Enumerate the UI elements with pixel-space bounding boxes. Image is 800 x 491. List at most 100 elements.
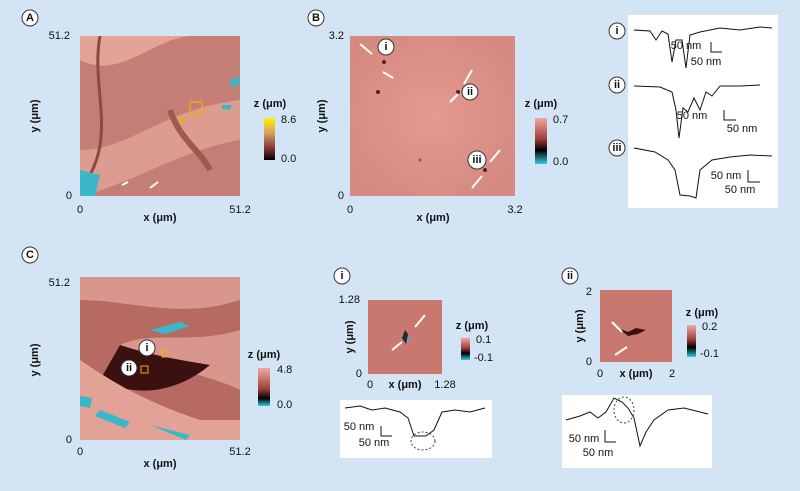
colorbar — [258, 368, 270, 406]
x-tick-label: 2 — [669, 368, 675, 380]
profile-line — [633, 26, 773, 69]
colorbar-tick: 0.0 — [553, 156, 568, 168]
x-tick-label: 0 — [367, 379, 373, 391]
scale-bar — [380, 426, 392, 437]
colorbar-tick: -0.1 — [700, 348, 719, 360]
colorbar — [461, 338, 470, 360]
inset-badge — [333, 267, 351, 285]
afm-image — [80, 277, 240, 440]
low-region — [222, 105, 232, 110]
x-axis-label: x (μm) — [143, 212, 176, 224]
zoom-box — [140, 365, 149, 374]
defects — [359, 43, 501, 189]
box-label: B — [178, 115, 185, 127]
x-tick-label: 0 — [77, 446, 83, 458]
colorbar — [535, 118, 547, 164]
panel-badge — [21, 9, 39, 27]
arrow — [391, 314, 426, 351]
colorbar — [264, 118, 275, 160]
panel-label: A — [26, 12, 34, 24]
profile-box — [340, 400, 492, 458]
scale-bar — [710, 42, 722, 53]
low-region — [230, 76, 240, 87]
inset-badge — [561, 267, 579, 285]
afm-image — [80, 36, 240, 196]
panel-label: B — [312, 12, 320, 24]
marker-label: iii — [472, 154, 481, 166]
tip-outline — [410, 431, 436, 451]
marker-badge — [138, 339, 156, 357]
marker-badge — [377, 38, 395, 56]
y-axis-label: y (μm) — [29, 343, 41, 376]
streak — [167, 108, 213, 172]
profile-badge — [608, 22, 626, 40]
defect — [382, 60, 386, 64]
arrow — [611, 321, 628, 356]
scale-label: 50 nm — [671, 40, 702, 52]
colorbar-title: z (μm) — [248, 349, 281, 361]
colorbar-tick: 8.6 — [281, 114, 296, 126]
scale-label: 50 nm — [691, 56, 722, 68]
marker-label: i — [145, 342, 148, 354]
colorbar-title: z (μm) — [525, 98, 558, 110]
x-tick-label: 51.2 — [229, 204, 250, 216]
tip-outline — [613, 396, 635, 424]
scale-label: 50 nm — [725, 184, 756, 196]
profile-badge — [608, 139, 626, 157]
profile-line — [633, 147, 773, 199]
colorbar-title: z (μm) — [456, 320, 489, 332]
profile-badge — [608, 76, 626, 94]
low-region — [80, 170, 100, 196]
y-tick-label: 0 — [66, 190, 72, 202]
y-tick-label: 2 — [586, 286, 592, 298]
scale-bar — [747, 170, 760, 183]
y-tick-label: 0 — [66, 434, 72, 446]
y-axis-label: y (μm) — [29, 99, 41, 132]
x-axis-label: x (μm) — [143, 458, 176, 470]
colorbar-tick: -0.1 — [474, 352, 493, 364]
marker-badge — [461, 83, 479, 101]
scale-bar — [604, 430, 616, 443]
scale-bar — [723, 110, 736, 121]
ridge — [80, 36, 190, 66]
scale-label: 50 nm — [359, 437, 390, 449]
profile-line — [344, 405, 486, 437]
inset-label: ii — [567, 270, 573, 282]
x-tick-label: 0 — [347, 204, 353, 216]
defect — [376, 90, 380, 94]
marker-badge — [467, 150, 487, 170]
defect — [618, 328, 646, 336]
arrow — [121, 181, 159, 189]
x-tick-label: 3.2 — [507, 204, 522, 216]
y-tick-label: 0 — [338, 190, 344, 202]
profile-label: i — [615, 25, 618, 37]
defect — [408, 336, 411, 342]
marker-label: ii — [467, 86, 473, 98]
scale-label: 50 nm — [711, 170, 742, 182]
colorbar-tick: 0.0 — [281, 153, 296, 165]
marker-label: i — [384, 41, 387, 53]
profile-label: ii — [614, 79, 620, 91]
colorbar-tick: 0.0 — [277, 399, 292, 411]
colorbar-title: z (μm) — [254, 98, 287, 110]
colorbar — [687, 325, 696, 357]
x-tick-label: 0 — [597, 368, 603, 380]
colorbar-tick: 0.7 — [553, 114, 568, 126]
x-axis-label: x (μm) — [416, 212, 449, 224]
x-tick-label: 51.2 — [229, 446, 250, 458]
panel-badge — [307, 9, 325, 27]
x-axis-label: x (μm) — [388, 379, 421, 391]
y-tick-label: 3.2 — [329, 30, 344, 42]
colorbar-tick: 4.8 — [277, 364, 292, 376]
y-tick-label: 0 — [586, 356, 592, 368]
profile-line — [565, 397, 709, 448]
defect — [402, 330, 408, 344]
profile-line — [633, 84, 761, 139]
afm-image — [350, 36, 515, 196]
y-tick-label: 1.28 — [339, 294, 360, 306]
zoom-box — [189, 101, 203, 115]
zoom-box — [161, 350, 169, 358]
scale-label: 50 nm — [677, 110, 708, 122]
scale-label: 50 nm — [583, 447, 614, 459]
inset-label: i — [340, 270, 343, 282]
